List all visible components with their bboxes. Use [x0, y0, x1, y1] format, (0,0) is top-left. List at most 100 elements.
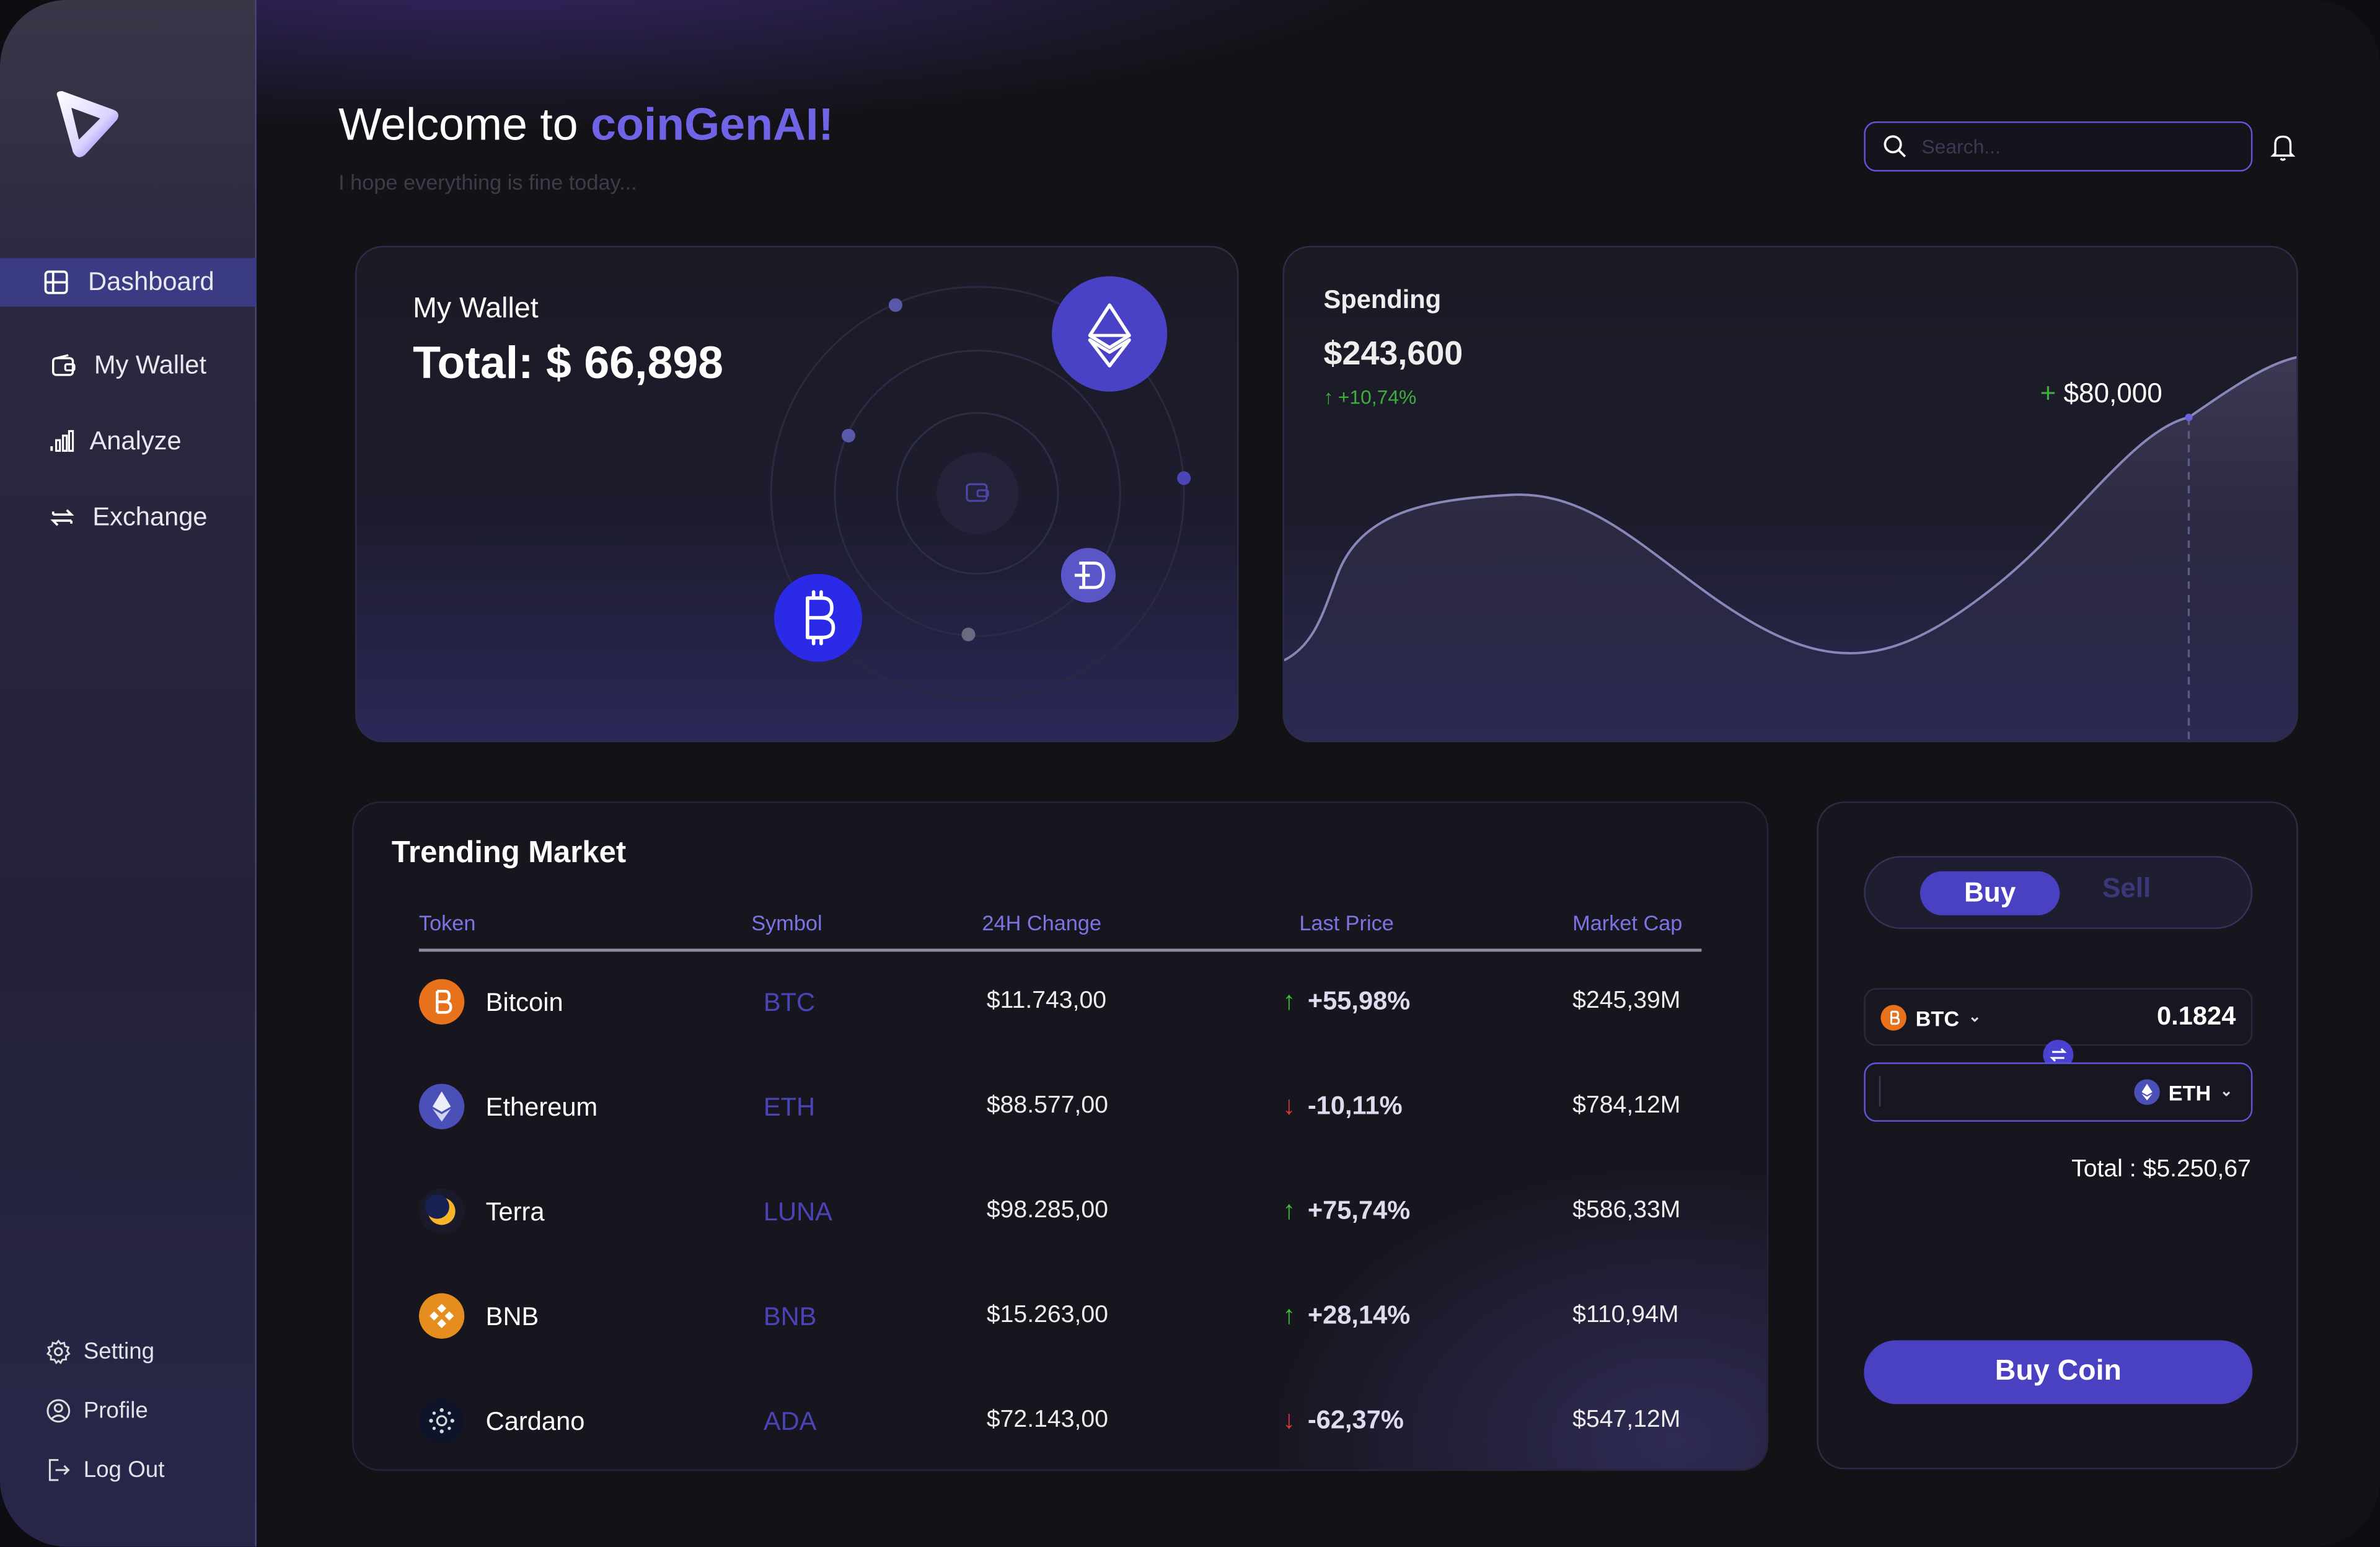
from-currency-label: BTC	[1915, 1005, 1960, 1030]
to-currency-label: ETH	[2168, 1080, 2211, 1104]
sidebar-item-analyze[interactable]: Analyze	[0, 417, 257, 465]
wallet-card: My Wallet Total: $ 66,898	[355, 245, 1239, 743]
sidebar-item-dashboard[interactable]: Dashboard	[0, 258, 257, 307]
buy-tab[interactable]: Buy	[1919, 871, 2060, 915]
token-change: ↑ +55,98%	[1282, 987, 1410, 1017]
bell-icon[interactable]	[2269, 132, 2296, 162]
sidebar: Dashboard My Wallet Analyze Exchange Set…	[0, 0, 257, 1547]
terra-icon	[418, 1188, 465, 1235]
logout-icon	[48, 1459, 70, 1481]
spending-change: ↑ +10,74%	[1324, 386, 1417, 408]
column-header-cap[interactable]: Market Cap	[1572, 910, 1683, 935]
bitcoin-bubble-icon	[774, 573, 863, 662]
column-header-symbol[interactable]: Symbol	[751, 910, 822, 935]
gear-icon	[46, 1339, 71, 1365]
sidebar-item-profile[interactable]: Profile	[0, 1398, 148, 1424]
trade-panel: Buy Sell BTC ⌄ 0.1824 ETH ⌄ Total : $5.2…	[1817, 801, 2298, 1470]
token-change-value: +55,98%	[1307, 986, 1411, 1016]
sidebar-bottom-label: Profile	[83, 1398, 148, 1424]
token-name: Cardano	[485, 1407, 585, 1436]
buy-coin-button[interactable]: Buy Coin	[1864, 1340, 2253, 1404]
table-row[interactable]: Terra LUNA $98.285,00 ↑ +75,74% $586,33M	[354, 1183, 1770, 1243]
ethereum-icon	[2133, 1079, 2159, 1105]
spending-chart	[1284, 356, 2297, 741]
column-header-price[interactable]: Last Price	[1299, 910, 1394, 935]
bnb-icon	[418, 1293, 465, 1339]
sell-tab[interactable]: Sell	[2102, 873, 2151, 904]
peak-marker-dot	[2185, 413, 2193, 421]
sidebar-bottom-label: Setting	[83, 1339, 155, 1365]
column-header-change[interactable]: 24H Change	[982, 910, 1102, 935]
token-market-cap: $784,12M	[1572, 1093, 1681, 1119]
market-title: Trending Market	[391, 836, 627, 870]
ethereum-icon	[418, 1083, 465, 1130]
token-market-cap: $245,39M	[1572, 988, 1681, 1014]
wallet-total: Total: $ 66,898	[413, 338, 724, 389]
spending-peak-value: $80,000	[2063, 377, 2162, 408]
token-name: Bitcoin	[485, 988, 563, 1017]
wallet-center-icon	[966, 483, 989, 502]
token-change: ↓ -62,37%	[1282, 1406, 1403, 1436]
sidebar-item-label: Dashboard	[88, 267, 214, 296]
spending-amount: $243,600	[1323, 333, 1463, 372]
ethereum-bubble-icon	[1052, 276, 1168, 392]
token-change-value: +28,14%	[1307, 1300, 1411, 1330]
sidebar-item-logout[interactable]: Log Out	[0, 1457, 164, 1483]
dash-bubble-icon	[1060, 548, 1116, 603]
user-icon	[46, 1399, 71, 1423]
spending-line	[1284, 356, 2297, 662]
table-row[interactable]: BNB BNB $15.263,00 ↑ +28,14% $110,94M	[354, 1287, 1770, 1348]
token-change-value: +75,74%	[1307, 1196, 1411, 1225]
chart-bars-icon	[50, 430, 74, 452]
token-symbol: ETH	[763, 1093, 816, 1122]
bitcoin-icon	[1880, 1005, 1906, 1031]
sidebar-item-my-wallet[interactable]: My Wallet	[0, 342, 257, 390]
search-box[interactable]	[1864, 121, 2253, 172]
brand-name: coinGenAI!	[591, 100, 834, 151]
page-title: Welcome to coinGenAI!	[338, 100, 834, 152]
sidebar-bottom-label: Log Out	[83, 1457, 165, 1483]
chevron-down-icon: ⌄	[2219, 1083, 2233, 1101]
sidebar-item-label: Exchange	[92, 502, 208, 532]
text-cursor	[1879, 1076, 1881, 1107]
table-row[interactable]: Ethereum ETH $88.577,00 ↓ -10,11% $784,12…	[354, 1078, 1770, 1139]
search-input[interactable]	[1918, 133, 2244, 160]
token-symbol: BNB	[763, 1302, 817, 1331]
token-name: Ethereum	[485, 1093, 598, 1122]
sidebar-item-exchange[interactable]: Exchange	[0, 493, 257, 542]
token-change: ↓ -10,11%	[1282, 1091, 1402, 1122]
from-currency-select[interactable]: BTC ⌄	[1880, 1005, 1981, 1031]
dashboard-icon	[44, 270, 68, 294]
from-amount-field[interactable]: BTC ⌄ 0.1824	[1864, 988, 2253, 1046]
wallet-icon	[52, 354, 76, 376]
token-price: $88.577,00	[986, 1093, 1108, 1119]
arrow-up-icon: ↑	[1282, 986, 1296, 1016]
plus-icon: +	[2040, 377, 2064, 408]
arrow-down-icon: ↓	[1282, 1091, 1296, 1121]
chevron-down-icon: ⌄	[1968, 1009, 1981, 1026]
cardano-icon	[418, 1398, 465, 1443]
token-change-value: -62,37%	[1307, 1405, 1404, 1435]
sidebar-item-setting[interactable]: Setting	[0, 1339, 154, 1365]
column-header-token[interactable]: Token	[418, 910, 476, 935]
spending-title: Spending	[1323, 285, 1442, 314]
sidebar-item-label: My Wallet	[94, 350, 207, 380]
token-price: $72.143,00	[986, 1407, 1108, 1433]
search-icon	[1884, 135, 1906, 157]
to-amount-field[interactable]: ETH ⌄	[1864, 1062, 2253, 1122]
wallet-orbit-graphic	[770, 276, 1191, 701]
arrow-up-icon: ↑	[1282, 1196, 1296, 1225]
spending-card: Spending $243,600 ↑ +10,74% + $80,000	[1282, 245, 2298, 743]
spending-peak-label: + $80,000	[2040, 378, 2162, 410]
table-row[interactable]: Bitcoin BTC $11.743,00 ↑ +55,98% $245,39M	[354, 973, 1770, 1034]
to-currency-select[interactable]: ETH ⌄	[2133, 1079, 2232, 1105]
coingenai-logo[interactable]	[48, 85, 127, 164]
token-name: Terra	[485, 1197, 545, 1227]
token-change: ↑ +28,14%	[1282, 1301, 1410, 1331]
arrow-down-icon: ↓	[1282, 1405, 1296, 1435]
table-row[interactable]: Cardano ADA $72.143,00 ↓ -62,37% $547,12M	[354, 1392, 1770, 1453]
welcome-text: Welcome to	[338, 100, 591, 151]
token-market-cap: $547,12M	[1572, 1407, 1681, 1433]
token-change-value: -10,11%	[1307, 1091, 1403, 1121]
